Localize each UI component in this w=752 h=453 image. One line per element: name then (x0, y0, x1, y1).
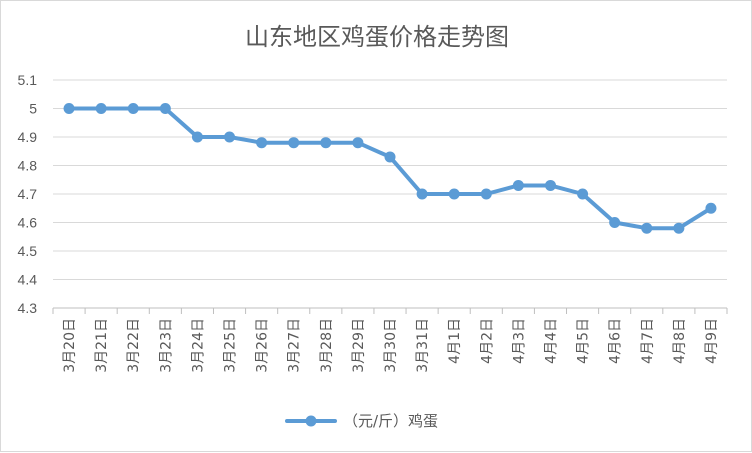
x-tick-label: 4月1日 (447, 318, 463, 364)
x-tick-label: 3月29日 (351, 318, 367, 373)
y-tick-label: 5.1 (18, 72, 38, 88)
x-tick-label: 4月8日 (672, 318, 688, 364)
y-tick-label: 4.4 (18, 272, 38, 288)
x-tick-label: 3月21日 (94, 318, 110, 373)
y-tick-label: 4.3 (18, 300, 38, 316)
data-point (705, 202, 717, 214)
y-tick-label: 4.5 (18, 243, 38, 259)
x-tick-label: 3月27日 (287, 318, 303, 373)
y-axis-tick-labels: 4.3 4.4 4.5 4.6 4.7 4.8 4.9 5 5.1 (18, 72, 38, 316)
x-tick-label: 4月3日 (511, 318, 527, 364)
data-point (480, 188, 492, 200)
data-point (384, 151, 396, 163)
legend-point-marker (305, 415, 317, 427)
chart-title: 山东地区鸡蛋价格走势图 (245, 23, 509, 51)
y-tick-label: 5 (29, 101, 37, 117)
x-tick-label: 4月9日 (704, 318, 720, 364)
data-point (320, 137, 332, 149)
x-axis-tick-labels: 3月20日 3月21日 3月22日 3月23日 3月24日 3月25日 3月26日 3月27日… (62, 318, 720, 373)
data-point (224, 131, 236, 143)
x-tick-label: 4月6日 (608, 318, 624, 364)
data-point (95, 103, 107, 114)
data-point (159, 103, 171, 114)
x-tick-label: 3月23日 (158, 318, 174, 373)
x-tick-label: 3月26日 (255, 318, 271, 373)
x-tick-label: 4月4日 (543, 318, 559, 364)
x-tick-label: 3月28日 (319, 318, 335, 373)
x-tick-label: 3月22日 (126, 318, 142, 373)
legend-label: （元/斤）鸡蛋 (343, 412, 438, 430)
y-tick-label: 4.8 (18, 158, 38, 174)
data-point (609, 217, 621, 228)
legend: （元/斤）鸡蛋 (285, 412, 438, 430)
y-tick-label: 4.6 (18, 215, 38, 231)
data-point (577, 188, 589, 200)
x-tick-label: 4月2日 (479, 318, 495, 364)
series-line (67, 106, 713, 231)
data-point (63, 103, 75, 114)
x-tick-label: 4月7日 (640, 318, 656, 364)
data-point (191, 131, 203, 143)
series-layer (63, 103, 717, 234)
data-point (352, 137, 364, 149)
gridlines (52, 79, 728, 314)
x-tick-label: 3月25日 (223, 318, 239, 373)
x-tick-label: 3月30日 (383, 318, 399, 373)
data-point (256, 137, 268, 149)
data-point (288, 137, 300, 149)
data-point (416, 188, 428, 200)
data-point (641, 222, 653, 234)
x-tick-label: 3月24日 (190, 318, 206, 373)
y-tick-label: 4.7 (18, 186, 38, 202)
x-tick-label: 4月5日 (576, 318, 592, 364)
data-point (673, 222, 685, 234)
y-tick-label: 4.9 (18, 129, 38, 145)
data-point (544, 179, 556, 191)
data-point (127, 103, 139, 114)
x-tick-label: 3月31日 (415, 318, 431, 373)
data-point (448, 188, 460, 200)
data-point (512, 179, 524, 191)
x-tick-label: 3月20日 (62, 318, 78, 373)
